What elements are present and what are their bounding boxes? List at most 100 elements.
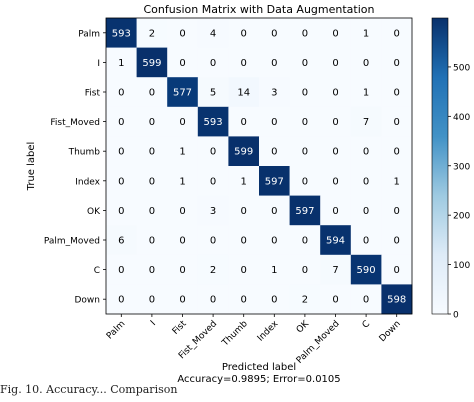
matrix-cell: [106, 77, 137, 108]
matrix-cell: [320, 166, 352, 196]
matrix-cell: [381, 254, 413, 285]
matrix-cell: [320, 284, 352, 315]
matrix-cell: [197, 136, 229, 167]
matrix-cell: [106, 47, 137, 78]
cell-value-label: 0: [149, 88, 155, 99]
x-tick-label: Index: [256, 319, 281, 344]
cell-value-label: 2: [302, 295, 308, 306]
matrix-cell: [106, 18, 137, 48]
matrix-cell: [228, 195, 260, 226]
cell-value-label: 0: [118, 295, 124, 306]
cell-value-label: 597: [295, 206, 314, 217]
cell-value-label: 593: [112, 28, 131, 39]
cell-value-label: 0: [149, 176, 155, 187]
cell-value-label: 0: [394, 265, 400, 276]
colorbar-tick-label: 500: [453, 63, 470, 73]
cell-value-label: 14: [237, 88, 250, 99]
matrix-cell: [197, 77, 229, 108]
cell-value-label: 0: [332, 117, 338, 128]
matrix-cell: [136, 77, 168, 108]
cell-value-label: 0: [179, 295, 185, 306]
matrix-cell: [106, 284, 137, 315]
matrix-cell: [259, 106, 290, 137]
cell-value-label: 2: [149, 28, 155, 39]
matrix-cell: [228, 47, 260, 78]
matrix-cell: [259, 284, 290, 315]
cell-value-label: 0: [179, 117, 185, 128]
cell-value-label: 0: [363, 206, 369, 217]
matrix-cell: [320, 106, 352, 137]
cell-value-label: 0: [302, 176, 308, 187]
matrix-cell: [350, 77, 382, 108]
matrix-cell: [136, 254, 168, 285]
matrix-cell: [259, 166, 290, 196]
matrix-cell: [228, 106, 260, 137]
matrix-cell: [136, 166, 168, 196]
cell-value-label: 0: [179, 28, 185, 39]
cell-value-label: 0: [210, 58, 216, 69]
matrix-cell: [289, 106, 321, 137]
matrix-cell: [289, 47, 321, 78]
cell-value-label: 0: [179, 236, 185, 247]
y-axis-label: True label: [26, 142, 37, 192]
cell-value-label: 1: [118, 58, 124, 69]
cell-value-label: 0: [394, 58, 400, 69]
cell-value-label: 3: [271, 88, 277, 99]
matrix-cell: [320, 254, 352, 285]
cell-value-label: 0: [241, 236, 247, 247]
cell-value-label: 0: [302, 117, 308, 128]
cell-value-label: 0: [332, 88, 338, 99]
cell-value-label: 0: [332, 58, 338, 69]
matrix-cell: [259, 18, 290, 48]
matrix-cell: [167, 47, 199, 78]
cell-value-label: 0: [332, 28, 338, 39]
accuracy-label: Accuracy=0.9895; Error=0.0105: [177, 374, 340, 385]
cell-value-label: 0: [332, 206, 338, 217]
cell-value-label: 0: [271, 117, 277, 128]
matrix-cell: [350, 18, 382, 48]
y-tick-label: C: [94, 266, 100, 276]
matrix-cell: [106, 106, 137, 137]
colorbar-tick-label: 0: [453, 311, 459, 321]
cell-value-label: 1: [241, 176, 247, 187]
cell-value-label: 5: [210, 88, 216, 99]
cell-value-label: 0: [149, 206, 155, 217]
y-tick-label: Fist: [85, 89, 101, 99]
cell-value-label: 0: [118, 265, 124, 276]
matrix-cell: [259, 136, 290, 167]
y-tick-label: Palm_Moved: [44, 237, 100, 247]
cell-value-label: 0: [149, 265, 155, 276]
matrix-cell: [259, 77, 290, 108]
cell-value-label: 0: [302, 265, 308, 276]
matrix-cell: [289, 225, 321, 256]
matrix-cell: [197, 254, 229, 285]
matrix-cell: [228, 225, 260, 256]
cell-value-label: 1: [179, 147, 185, 158]
cell-value-label: 0: [210, 147, 216, 158]
matrix-cell: [289, 284, 321, 315]
matrix-cell: [320, 136, 352, 167]
cell-value-label: 0: [241, 206, 247, 217]
colorbar-tick-label: 100: [453, 261, 470, 271]
cell-value-label: 7: [332, 265, 338, 276]
matrix-cell: [106, 136, 137, 167]
cell-value-label: 1: [363, 88, 369, 99]
cell-value-label: 0: [149, 117, 155, 128]
matrix-cell: [289, 254, 321, 285]
cell-value-label: 0: [302, 147, 308, 158]
x-tick-label: Fist: [171, 319, 189, 337]
cell-value-label: 0: [271, 147, 277, 158]
matrix-cell: [350, 136, 382, 167]
x-tick-label: Thumb: [220, 319, 250, 349]
cell-value-label: 1: [363, 28, 369, 39]
cell-value-label: 7: [363, 117, 369, 128]
cell-value-label: 0: [302, 88, 308, 99]
cell-value-label: 0: [302, 236, 308, 247]
matrix-cell: [136, 225, 168, 256]
cell-value-label: 0: [210, 176, 216, 187]
cell-value-label: 599: [142, 58, 161, 69]
matrix-cell: [381, 166, 413, 196]
matrix-cell: [228, 166, 260, 196]
cell-value-label: 0: [118, 88, 124, 99]
cell-value-label: 1: [271, 265, 277, 276]
